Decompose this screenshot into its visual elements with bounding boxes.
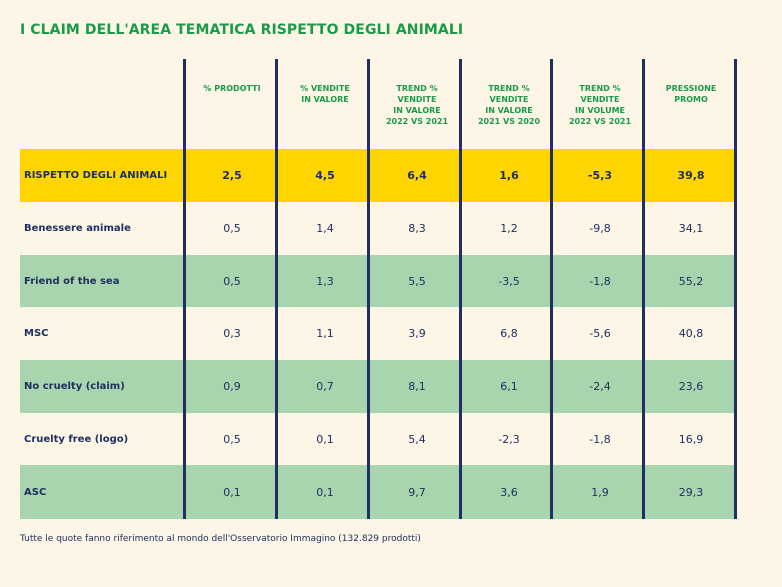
table-cell: 23,6: [678, 380, 704, 393]
table-cell: 0,1: [223, 485, 241, 499]
row-label: Friend of the sea: [24, 275, 120, 287]
table-cell: 5,4: [408, 432, 426, 446]
table-cell: 2,5: [222, 169, 242, 182]
table-cell: -1,8: [589, 432, 611, 446]
table-row: No cruelty (claim) 0,9 0,7 8,1 6,1 -2,4 23,6: [20, 360, 737, 413]
column-divider: [183, 59, 186, 519]
table-cell: 1,9: [591, 485, 609, 499]
table-cell: 3,6: [500, 485, 518, 499]
table-cell: 6,1: [500, 380, 518, 393]
column-divider: [367, 59, 370, 519]
table-cell: -5,6: [589, 327, 611, 340]
table-cell: 3,9: [408, 327, 426, 340]
table-cell: 39,8: [677, 169, 705, 182]
table-cell: 40,8: [678, 327, 704, 340]
table-cell: 0,5: [223, 432, 241, 446]
table-row: Cruelty free (logo) 0,5 0,1 5,4 -2,3 -1,8 16,9: [20, 413, 737, 465]
table-cell: 0,1: [316, 485, 334, 499]
table-cell: 5,5: [408, 274, 426, 288]
table-cell: -5,3: [587, 169, 613, 182]
table-row: Friend of the sea 0,5 1,3 5,5 -3,5 -1,8 55,2: [20, 255, 737, 307]
column-header: % VENDITE IN VALORE: [300, 84, 350, 104]
row-label: MSC: [24, 328, 49, 339]
column-divider: [734, 59, 737, 519]
table-cell: 1,2: [500, 222, 518, 235]
row-label: RISPETTO DEGLI ANIMALI: [24, 170, 168, 181]
table-cell: 8,1: [408, 380, 426, 393]
table-cell: 16,9: [678, 432, 704, 446]
column-divider: [275, 59, 278, 519]
table-cell: 6,4: [407, 169, 427, 182]
table-cell: 0,5: [223, 222, 241, 235]
table-cell: 0,9: [223, 380, 241, 393]
table-cell: -3,5: [498, 274, 520, 288]
claims-table: RISPETTO DEGLI ANIMALI 2,5 4,5 6,4 1,6 -5,3 39…: [20, 59, 737, 519]
column-header: TREND % VENDITE IN VOLUME 2022 VS 2021: [568, 84, 632, 126]
column-divider: [459, 59, 462, 519]
row-label: No cruelty (claim): [24, 381, 125, 392]
table-cell: 0,3: [223, 327, 241, 340]
table-cell: 0,1: [316, 432, 334, 446]
row-label: ASC: [24, 486, 47, 498]
table-row: MSC 0,3 1,1 3,9 6,8 -5,6 40,8: [20, 307, 737, 360]
table-cell: 55,2: [678, 274, 704, 288]
table-cell: 1,1: [316, 327, 334, 340]
table-cell: -9,8: [589, 222, 611, 235]
table-cell: 9,7: [408, 485, 426, 499]
column-header: PRESSIONE PROMO: [665, 84, 717, 104]
table-cell: -1,8: [589, 274, 611, 288]
table-cell: 0,5: [223, 274, 241, 288]
table-cell: 34,1: [678, 222, 704, 235]
table-row: ASC 0,1 0,1 9,7 3,6 1,9 29,3: [20, 465, 737, 519]
column-header: % PRODOTTI: [203, 84, 261, 93]
table-cell: -2,4: [589, 380, 611, 393]
table-cell: 1,4: [316, 222, 334, 235]
column-header: TREND % VENDITE IN VALORE 2021 VS 2020: [477, 84, 541, 126]
table-row: Benessere animale 0,5 1,4 8,3 1,2 -9,8 34,1: [20, 202, 737, 255]
table-cell: -2,3: [498, 432, 520, 446]
page-title: I CLAIM DELL'AREA TEMATICA RISPETTO DEGL…: [20, 22, 464, 38]
column-divider: [550, 59, 553, 519]
table-cell: 6,8: [500, 327, 518, 340]
table-cell: 8,3: [408, 222, 426, 235]
table-cell: 29,3: [678, 485, 704, 499]
table-cell: 0,7: [316, 380, 334, 393]
table-row: RISPETTO DEGLI ANIMALI 2,5 4,5 6,4 1,6 -5,3 39…: [20, 149, 737, 202]
table-cell: 1,3: [316, 274, 334, 288]
column-header: TREND % VENDITE IN VALORE 2022 VS 2021: [385, 84, 449, 126]
row-label: Cruelty free (logo): [24, 433, 129, 445]
table-cell: 1,6: [499, 169, 519, 182]
column-divider: [642, 59, 645, 519]
table-cell: 4,5: [315, 169, 335, 182]
row-label: Benessere animale: [24, 223, 131, 234]
footnote: Tutte le quote fanno riferimento al mond…: [20, 534, 421, 544]
